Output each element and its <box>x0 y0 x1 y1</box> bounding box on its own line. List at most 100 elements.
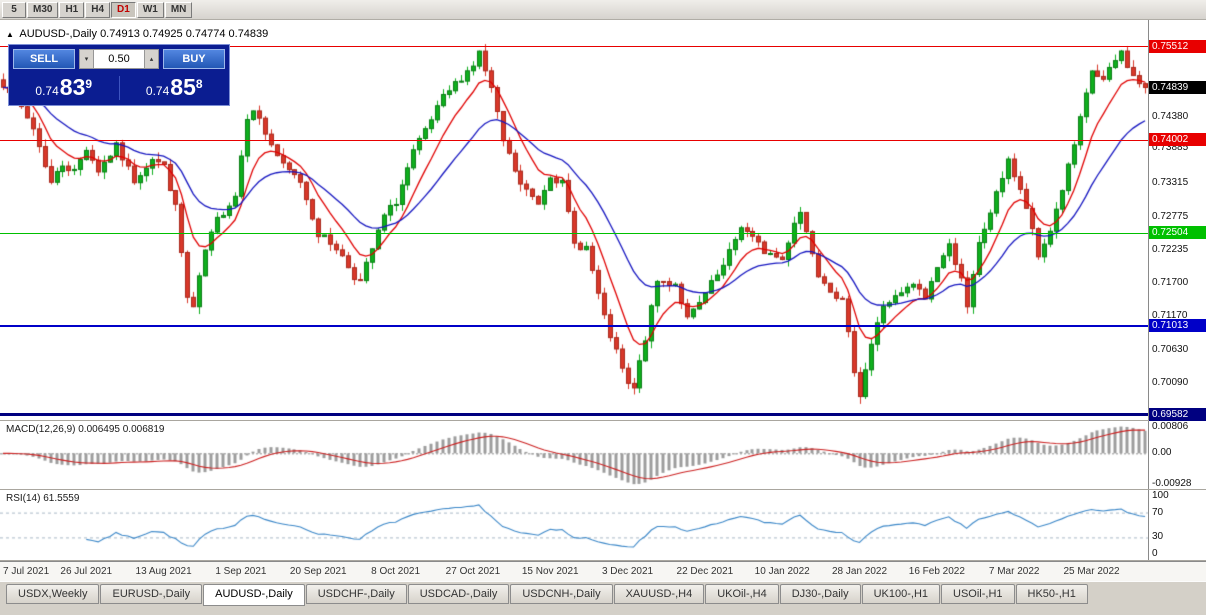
chart-tabs-bar: USDX,Weekly EURUSD-,Daily AUDUSD-,Daily USD… <box>0 581 1206 615</box>
horizontal-level-line[interactable] <box>0 232 1148 234</box>
rsi-axis-tick: 30 <box>1152 531 1164 543</box>
time-axis-label: 28 Jan 2022 <box>832 566 888 577</box>
buy-price-prefix: 0.74 <box>145 84 170 98</box>
price-axis-tick: 0.70090 <box>1152 377 1189 389</box>
macd-label: MACD(12,26,9) 0.006495 0.006819 <box>6 424 165 435</box>
chart-tab-usdcad-daily[interactable]: USDCAD-,Daily <box>407 584 510 604</box>
trade-panel-price-row: 0.74839 0.74858 <box>9 71 229 105</box>
macd-axis-tick: 0.00806 <box>1152 421 1189 432</box>
chart-tab-ukoil-h4[interactable]: UKOil-,H4 <box>705 584 779 604</box>
timeframe-button-d1[interactable]: D1 <box>111 1 136 18</box>
price-axis-tick: 0.71170 <box>1152 310 1188 322</box>
macd-axis-tick: -0.00928 <box>1152 478 1192 490</box>
timeframe-button-h1[interactable]: H1 <box>59 1 85 18</box>
sell-price[interactable]: 0.74839 <box>9 76 119 100</box>
price-axis-tick: 0.72235 <box>1152 244 1189 256</box>
buy-button[interactable]: BUY <box>163 49 225 69</box>
time-axis-label: 10 Jan 2022 <box>754 566 810 577</box>
price-axis-tick: 0.74380 <box>1152 110 1189 122</box>
price-level-badge: 0.72504 <box>1149 226 1206 240</box>
timeframe-button-h4[interactable]: H4 <box>85 1 111 18</box>
time-axis-label: 20 Sep 2021 <box>289 566 347 577</box>
chart-tab-audusd-daily[interactable]: AUDUSD-,Daily <box>203 584 305 606</box>
time-axis-label: 8 Oct 2021 <box>371 566 421 577</box>
chart-title: ▲ AUDUSD-,Daily 0.74913 0.74925 0.74774 … <box>6 28 268 40</box>
sell-price-pip: 9 <box>85 77 93 91</box>
chart-tab-usdchf-daily[interactable]: USDCHF-,Daily <box>305 584 407 604</box>
macd-chart-canvas[interactable] <box>0 421 1148 489</box>
horizontal-level-line[interactable] <box>0 46 1148 48</box>
timeframe-button-mn[interactable]: MN <box>164 1 193 18</box>
price-chart-area: ▲ AUDUSD-,Daily 0.74913 0.74925 0.74774 … <box>0 20 1206 421</box>
time-axis[interactable]: 7 Jul 2021 26 Jul 2021 13 Aug 2021 1 Sep 20… <box>0 561 1206 581</box>
chart-tab-usoil-h1[interactable]: USOil-,H1 <box>941 584 1015 604</box>
chart-tab-uk100-h1[interactable]: UK100-,H1 <box>861 584 941 604</box>
price-axis-tick: 0.72775 <box>1152 210 1189 222</box>
price-axis-tick: 0.73885 <box>1152 141 1189 153</box>
chart-tab-dj30-daily[interactable]: DJ30-,Daily <box>779 584 861 604</box>
macd-axis[interactable]: 0.00806 0.00 -0.00928 <box>1148 421 1206 489</box>
current-price-badge: 0.74839 <box>1149 81 1206 95</box>
chart-tab-hk50-h1[interactable]: HK50-,H1 <box>1015 584 1088 604</box>
one-click-trade-panel: SELL ▾ ▴ BUY 0.74839 0.74858 <box>8 44 230 106</box>
volume-increase-button[interactable]: ▴ <box>144 49 159 69</box>
rsi-axis-tick: 100 <box>1152 490 1169 501</box>
panel-separator <box>0 489 1206 490</box>
sell-price-prefix: 0.74 <box>35 84 59 98</box>
price-axis-tick: 0.73315 <box>1152 177 1189 189</box>
chart-symbol-label: AUDUSD-,Daily <box>19 28 97 40</box>
time-axis-label: 3 Dec 2021 <box>601 566 654 577</box>
buy-price[interactable]: 0.74858 <box>120 76 230 100</box>
rsi-axis[interactable]: 100 70 30 0 <box>1148 490 1206 560</box>
volume-stepper: ▾ ▴ <box>79 49 159 69</box>
chart-ohlc-values: 0.74913 0.74925 0.74774 0.74839 <box>100 28 269 40</box>
buy-price-pip: 8 <box>195 77 203 91</box>
timeframe-toolbar: 5 M30 H1 H4 D1 W1 MN <box>0 0 1206 20</box>
price-level-badge: 0.71013 <box>1149 319 1206 333</box>
rsi-label: RSI(14) 61.5559 <box>6 493 80 504</box>
buy-price-main: 85 <box>170 74 196 100</box>
time-axis-label: 22 Dec 2021 <box>676 566 734 577</box>
sell-button[interactable]: SELL <box>13 49 75 69</box>
volume-input[interactable] <box>94 49 144 69</box>
panel-separator <box>0 420 1206 421</box>
time-axis-label: 7 Jul 2021 <box>3 566 50 577</box>
chart-tab-xauusd-h4[interactable]: XAUUSD-,H4 <box>613 584 705 604</box>
price-level-badge: 0.69582 <box>1149 407 1206 421</box>
price-level-badge: 0.74002 <box>1149 133 1206 147</box>
price-axis-tick: 0.70630 <box>1152 343 1189 355</box>
price-axis[interactable]: 0.74380 0.73885 0.73315 0.72775 0.72235 0.717… <box>1148 20 1206 421</box>
panel-separator <box>0 560 1206 561</box>
time-axis-label: 15 Nov 2021 <box>521 566 579 577</box>
sell-price-main: 83 <box>59 74 86 100</box>
price-axis-tick: 0.71700 <box>1152 277 1189 289</box>
volume-decrease-button[interactable]: ▾ <box>79 49 94 69</box>
chart-tab-usdcnh-daily[interactable]: USDCNH-,Daily <box>510 584 613 604</box>
timeframe-button-m30[interactable]: M30 <box>27 1 59 18</box>
trade-panel-divider <box>118 76 120 100</box>
rsi-axis-tick: 0 <box>1152 548 1158 559</box>
timeframe-button-w1[interactable]: W1 <box>136 1 164 18</box>
time-axis-label: 13 Aug 2021 <box>135 566 192 577</box>
time-axis-label: 1 Sep 2021 <box>215 566 267 577</box>
time-axis-label: 26 Jul 2021 <box>60 566 113 577</box>
rsi-chart-canvas[interactable] <box>0 490 1148 560</box>
time-axis-label: 16 Feb 2022 <box>908 566 965 577</box>
macd-panel: MACD(12,26,9) 0.006495 0.006819 0.00806 0… <box>0 421 1206 489</box>
timeframe-button-5[interactable]: 5 <box>2 1 26 18</box>
horizontal-level-line[interactable] <box>0 413 1148 417</box>
time-axis-label: 25 Mar 2022 <box>1063 566 1120 577</box>
trade-panel-top-row: SELL ▾ ▴ BUY <box>9 45 229 71</box>
price-level-badge: 0.75512 <box>1149 39 1206 53</box>
horizontal-level-line[interactable] <box>0 139 1148 141</box>
time-axis-label: 7 Mar 2022 <box>988 566 1040 577</box>
time-axis-label: 27 Oct 2021 <box>445 566 501 577</box>
macd-axis-tick: 0.00 <box>1152 447 1172 459</box>
chart-tab-eurusd-daily[interactable]: EURUSD-,Daily <box>100 584 203 604</box>
chart-symbol-arrow-icon: ▲ <box>6 30 14 39</box>
rsi-axis-tick: 70 <box>1152 506 1164 518</box>
chart-tab-usdx-weekly[interactable]: USDX,Weekly <box>6 584 100 604</box>
rsi-panel: RSI(14) 61.5559 100 70 30 0 <box>0 490 1206 560</box>
horizontal-level-line[interactable] <box>0 325 1148 328</box>
